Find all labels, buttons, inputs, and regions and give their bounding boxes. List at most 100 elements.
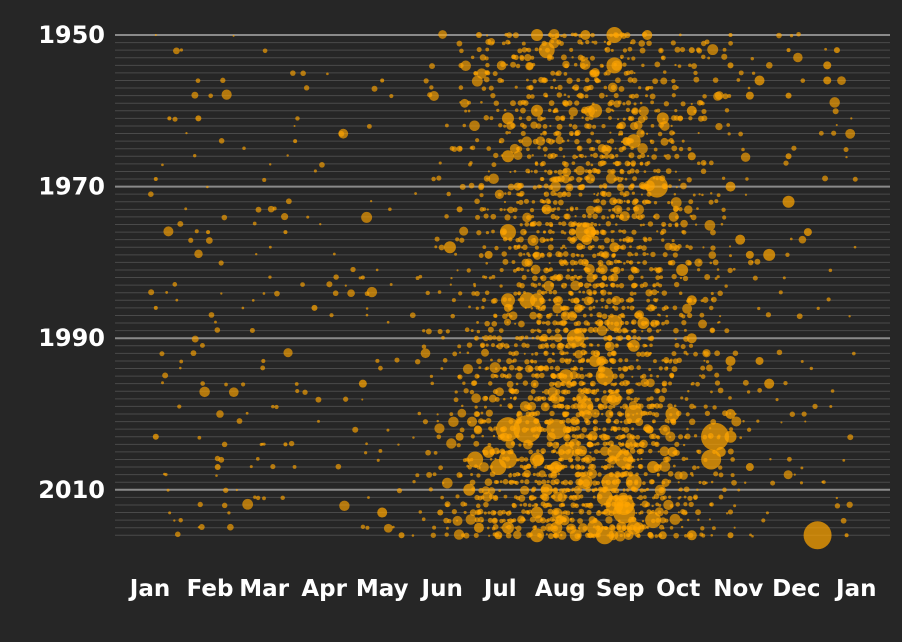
data-point [521, 47, 528, 53]
data-point [574, 100, 580, 106]
data-point [516, 183, 523, 189]
data-point [669, 418, 675, 424]
data-point [651, 154, 657, 160]
data-point [730, 457, 735, 462]
data-point [641, 245, 647, 251]
data-point [566, 523, 577, 534]
data-point [800, 359, 804, 363]
data-point [502, 313, 508, 320]
data-point [545, 238, 549, 242]
data-point [657, 131, 663, 137]
data-point [488, 394, 497, 403]
data-point [574, 495, 577, 498]
data-point [699, 374, 702, 377]
data-point [445, 329, 450, 334]
data-point [370, 199, 373, 203]
data-point [152, 433, 159, 440]
data-point [665, 168, 672, 174]
data-point [557, 472, 560, 476]
data-point [625, 510, 629, 514]
data-point [747, 86, 751, 90]
data-point [632, 459, 635, 462]
data-point [577, 132, 580, 135]
data-point [671, 351, 677, 357]
data-point [489, 465, 493, 469]
data-point [474, 198, 480, 205]
data-point [576, 78, 581, 83]
data-point [360, 275, 365, 280]
data-point [459, 48, 464, 54]
data-point [713, 471, 719, 477]
data-point [220, 77, 226, 83]
data-point [621, 442, 625, 446]
data-point [668, 260, 673, 265]
data-point [589, 380, 596, 387]
data-point [380, 78, 385, 83]
data-point [281, 213, 289, 221]
data-point [510, 122, 516, 129]
data-point [619, 381, 625, 387]
data-point [661, 321, 665, 326]
data-point [624, 320, 629, 325]
data-point [534, 161, 538, 165]
data-point [584, 328, 588, 332]
data-point [365, 307, 369, 310]
data-point [701, 449, 722, 470]
data-point [512, 207, 518, 213]
data-point [632, 206, 637, 211]
data-point [786, 48, 791, 53]
data-point [653, 169, 657, 173]
data-point [593, 428, 597, 432]
data-point [525, 61, 534, 71]
data-point [490, 213, 497, 220]
data-point [471, 380, 478, 386]
data-point [799, 481, 804, 485]
data-point [488, 487, 496, 495]
data-point [566, 427, 572, 433]
data-point [590, 32, 595, 38]
data-point [549, 124, 552, 128]
data-point [614, 161, 620, 167]
data-point [474, 464, 478, 469]
data-point [549, 177, 554, 182]
data-point [485, 62, 490, 68]
data-point [437, 290, 442, 294]
data-point [550, 213, 556, 220]
data-point [517, 292, 521, 295]
data-point [615, 344, 619, 347]
data-point [556, 92, 563, 98]
data-point [444, 532, 449, 537]
data-point [584, 263, 595, 275]
data-point [679, 46, 686, 53]
data-point [383, 523, 393, 533]
data-point [629, 442, 633, 445]
data-point [697, 518, 700, 522]
data-point [800, 466, 804, 470]
data-point [539, 198, 544, 204]
data-point [565, 183, 574, 192]
data-point [604, 46, 611, 53]
data-point [568, 298, 571, 301]
data-point [622, 239, 625, 242]
data-point [724, 108, 730, 113]
data-point [543, 183, 549, 189]
data-point [478, 253, 484, 258]
data-point [696, 465, 700, 469]
data-point [521, 342, 527, 348]
data-point [569, 115, 574, 120]
data-point [505, 525, 508, 529]
data-point [474, 290, 480, 297]
data-point [519, 456, 525, 463]
data-point [557, 169, 563, 175]
data-point [707, 44, 719, 56]
data-point [498, 489, 502, 493]
data-point [683, 335, 690, 342]
data-point [496, 343, 504, 350]
data-point [465, 514, 477, 525]
data-point [564, 358, 569, 363]
data-point [511, 480, 515, 483]
data-point [620, 420, 623, 424]
data-point [597, 450, 601, 454]
data-point [826, 297, 831, 302]
data-point [365, 442, 368, 446]
